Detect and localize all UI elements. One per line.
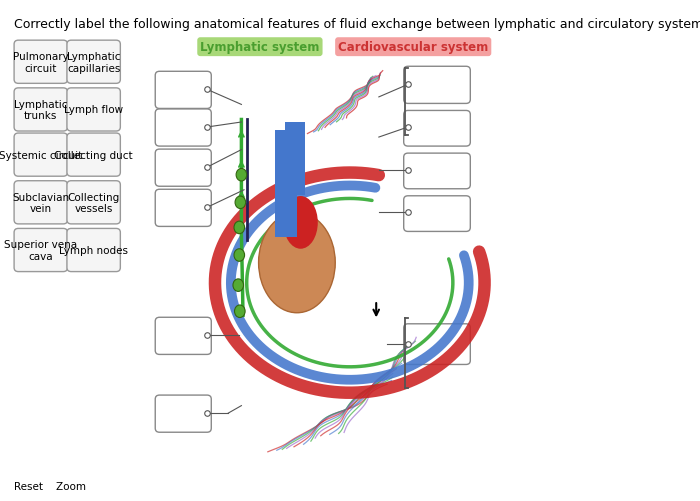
Text: Reset    Zoom: Reset Zoom bbox=[14, 481, 86, 491]
FancyBboxPatch shape bbox=[155, 110, 211, 147]
FancyBboxPatch shape bbox=[14, 229, 67, 272]
Ellipse shape bbox=[236, 169, 246, 181]
FancyBboxPatch shape bbox=[404, 111, 470, 147]
Text: Lymphatic system: Lymphatic system bbox=[200, 41, 320, 54]
Ellipse shape bbox=[233, 279, 244, 292]
FancyBboxPatch shape bbox=[404, 196, 470, 232]
Ellipse shape bbox=[234, 305, 245, 318]
FancyBboxPatch shape bbox=[404, 67, 470, 104]
Ellipse shape bbox=[234, 221, 244, 234]
Text: Cardiovascular system: Cardiovascular system bbox=[338, 41, 489, 54]
FancyBboxPatch shape bbox=[67, 41, 120, 84]
Text: Collecting
vessels: Collecting vessels bbox=[67, 192, 120, 214]
Ellipse shape bbox=[284, 196, 318, 249]
FancyBboxPatch shape bbox=[14, 89, 67, 132]
Ellipse shape bbox=[234, 249, 244, 262]
Text: Lymphatic
trunks: Lymphatic trunks bbox=[14, 99, 67, 121]
Text: Pulmonary
circuit: Pulmonary circuit bbox=[13, 52, 69, 74]
Bar bbox=[285, 123, 304, 195]
Text: Correctly label the following anatomical features of fluid exchange between lymp: Correctly label the following anatomical… bbox=[14, 18, 700, 31]
FancyBboxPatch shape bbox=[67, 89, 120, 132]
FancyBboxPatch shape bbox=[155, 318, 211, 355]
FancyBboxPatch shape bbox=[155, 150, 211, 187]
FancyBboxPatch shape bbox=[67, 229, 120, 272]
Bar bbox=[275, 130, 298, 238]
FancyBboxPatch shape bbox=[155, 395, 211, 432]
Ellipse shape bbox=[258, 213, 335, 313]
Text: Systemic circuit: Systemic circuit bbox=[0, 150, 83, 160]
Text: Lymph nodes: Lymph nodes bbox=[60, 245, 128, 256]
FancyBboxPatch shape bbox=[14, 134, 67, 177]
FancyBboxPatch shape bbox=[155, 72, 211, 109]
Text: Superior vena
cava: Superior vena cava bbox=[4, 239, 77, 262]
Ellipse shape bbox=[235, 197, 246, 209]
Text: Lymph flow: Lymph flow bbox=[64, 105, 123, 115]
FancyBboxPatch shape bbox=[404, 324, 470, 365]
FancyBboxPatch shape bbox=[404, 154, 470, 189]
FancyBboxPatch shape bbox=[67, 181, 120, 224]
FancyBboxPatch shape bbox=[14, 181, 67, 224]
FancyBboxPatch shape bbox=[14, 41, 67, 84]
Text: Subclavian
vein: Subclavian vein bbox=[12, 192, 69, 214]
FancyBboxPatch shape bbox=[67, 134, 120, 177]
Text: Lymphatic
capillaries: Lymphatic capillaries bbox=[67, 52, 120, 74]
FancyBboxPatch shape bbox=[155, 190, 211, 227]
Text: Collecting duct: Collecting duct bbox=[55, 150, 133, 160]
